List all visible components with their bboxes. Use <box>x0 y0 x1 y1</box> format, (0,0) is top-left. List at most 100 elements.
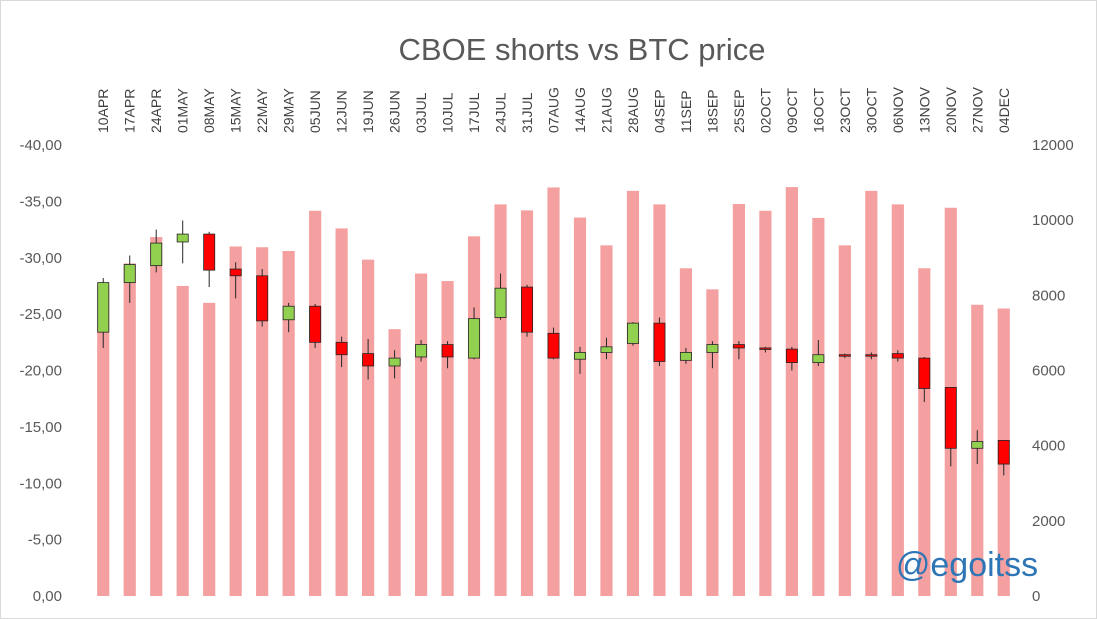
candle-body <box>706 344 719 353</box>
left-tick-label: -15,00 <box>19 419 62 436</box>
candle <box>388 350 401 379</box>
candle <box>203 231 216 288</box>
candle-body <box>971 441 984 449</box>
btc-price-bar <box>626 190 640 596</box>
btc-price-bar <box>467 236 481 596</box>
category-label: 13NOV <box>916 86 932 133</box>
category-label: 27NOV <box>969 86 985 133</box>
right-tick-label: 2000 <box>1032 513 1065 530</box>
candle-body <box>653 322 666 362</box>
candle <box>176 220 189 264</box>
btc-price-bar <box>176 285 189 596</box>
category-label: 03JUL <box>413 92 429 133</box>
category-label: 09OCT <box>784 87 800 133</box>
category-label: 04DEC <box>996 88 1012 133</box>
btc-price-bar <box>388 329 401 596</box>
btc-price-bar <box>256 247 269 596</box>
btc-price-bar <box>865 190 878 596</box>
candle <box>123 255 136 303</box>
btc-price-bar <box>150 237 163 596</box>
candle <box>574 346 586 374</box>
left-tick-label: -10,00 <box>19 475 62 492</box>
btc-price-bar <box>653 204 666 597</box>
candle-body <box>150 242 163 267</box>
category-label: 21AUG <box>598 87 614 133</box>
candle-body <box>759 347 772 350</box>
category-label: 17APR <box>122 89 138 133</box>
candle-body <box>441 344 454 358</box>
candle-body <box>282 305 295 321</box>
btc-price-bar <box>600 245 613 596</box>
left-tick-label: -30,00 <box>19 250 62 267</box>
watermark: @egoitss <box>896 546 1038 584</box>
candle-body <box>97 282 110 333</box>
category-label: 25SEP <box>731 89 747 133</box>
cboe-shorts-candles <box>97 220 1010 476</box>
category-label: 26JUN <box>387 90 403 133</box>
candle-body <box>309 305 322 343</box>
right-tick-label: 4000 <box>1032 438 1065 455</box>
btc-price-bar <box>812 217 825 596</box>
left-tick-label: -35,00 <box>19 193 62 210</box>
btc-price-bar <box>414 273 428 596</box>
btc-price-bar <box>732 204 745 596</box>
category-label: 11SEP <box>678 90 694 133</box>
candle-body <box>838 354 851 357</box>
btc-price-bar <box>494 204 507 597</box>
candle-body <box>679 352 692 361</box>
left-tick-label: 0,00 <box>33 588 62 605</box>
btc-price-bar <box>282 250 295 597</box>
btc-price-bar <box>706 289 719 596</box>
btc-price-bar <box>335 228 348 596</box>
candle <box>944 387 957 467</box>
category-label: 10JUL <box>440 92 456 133</box>
candle <box>812 340 825 366</box>
btc-price-bar <box>97 285 110 596</box>
candle <box>838 353 851 359</box>
category-label: 28AUG <box>625 87 641 133</box>
category-label: 30OCT <box>863 87 879 133</box>
candle-body <box>494 287 507 318</box>
candle <box>865 352 878 360</box>
left-tick-label: -25,00 <box>19 306 62 323</box>
candle-body <box>891 353 904 359</box>
btc-price-bar <box>203 302 216 596</box>
candle-body <box>574 352 586 360</box>
btc-price-bar <box>309 210 322 597</box>
category-label: 15MAY <box>228 87 244 133</box>
category-label: 22MAY <box>254 87 270 133</box>
candle-body <box>415 344 428 358</box>
category-label: 02OCT <box>757 87 773 133</box>
candle-body <box>626 322 639 344</box>
category-label: 14AUG <box>572 87 588 133</box>
candle-body <box>388 357 401 367</box>
candle-body <box>785 348 798 364</box>
btc-price-bar <box>123 263 136 596</box>
left-tick-label: -5,00 <box>28 532 62 549</box>
right-tick-label: 10000 <box>1032 212 1074 229</box>
btc-price-bar <box>759 210 772 597</box>
candle <box>918 356 931 403</box>
category-label: 17JUL <box>466 92 482 133</box>
btc-price-bar <box>520 210 534 596</box>
left-tick-label: -20,00 <box>19 363 62 380</box>
right-tick-label: 0 <box>1032 588 1040 605</box>
category-label: 16OCT <box>810 87 826 133</box>
candle <box>971 430 984 465</box>
btc-price-bar <box>679 268 693 596</box>
btc-price-bar <box>547 187 560 596</box>
candle <box>547 327 560 360</box>
candle-body <box>600 346 613 353</box>
candle-body <box>176 233 189 243</box>
candle <box>415 340 428 362</box>
candle-body <box>203 233 216 271</box>
chart-title: CBOE shorts vs BTC price <box>399 32 766 67</box>
candle-body <box>865 354 878 357</box>
candle <box>521 284 533 337</box>
candle <box>441 341 454 369</box>
candle <box>97 278 110 348</box>
category-label: 18SEP <box>704 89 720 133</box>
candle <box>362 338 375 380</box>
candle <box>732 341 745 360</box>
